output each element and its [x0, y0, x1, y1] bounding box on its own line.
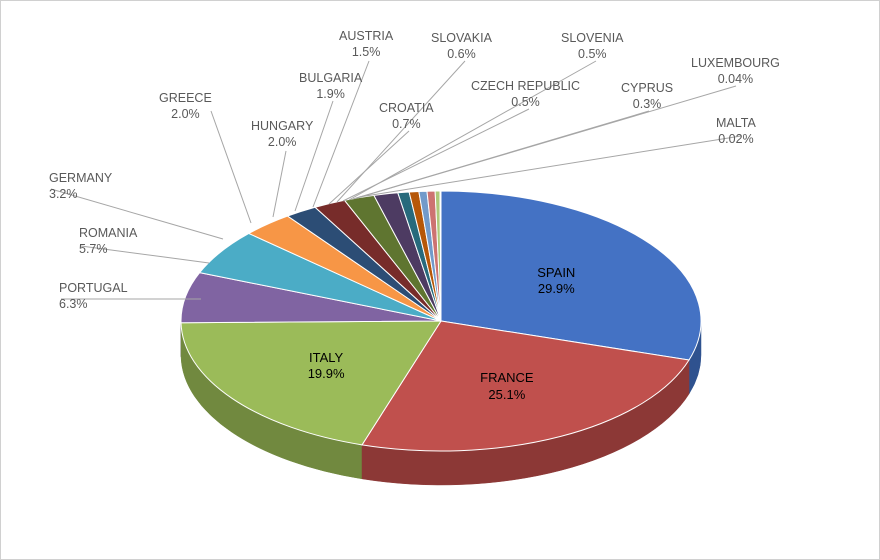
slice-pct: 0.3% — [621, 97, 673, 113]
slice-name: SLOVAKIA — [431, 31, 492, 47]
slice-name: BULGARIA — [299, 71, 362, 87]
slice-pct: 29.9% — [516, 281, 596, 297]
inner-label: SPAIN29.9% — [516, 265, 596, 298]
slice-name: GERMANY — [49, 171, 112, 187]
slice-pct: 0.5% — [471, 95, 580, 111]
slice-pct: 5.7% — [79, 242, 137, 258]
slice-pct: 0.04% — [691, 72, 780, 88]
slice-pct: 19.9% — [286, 366, 366, 382]
outer-label: MALTA0.02% — [716, 116, 756, 147]
inner-label: FRANCE25.1% — [467, 370, 547, 403]
slice-name: LUXEMBOURG — [691, 56, 780, 72]
slice-name: CROATIA — [379, 101, 434, 117]
outer-label: BULGARIA1.9% — [299, 71, 362, 102]
slice-pct: 0.6% — [431, 47, 492, 63]
slice-name: SLOVENIA — [561, 31, 624, 47]
outer-label: GREECE2.0% — [159, 91, 212, 122]
slice-name: HUNGARY — [251, 119, 313, 135]
slice-name: ITALY — [286, 350, 366, 366]
outer-label: ROMANIA5.7% — [79, 226, 137, 257]
outer-label: CYPRUS0.3% — [621, 81, 673, 112]
slice-pct: 2.0% — [251, 135, 313, 151]
slice-name: SPAIN — [516, 265, 596, 281]
slice-name: GREECE — [159, 91, 212, 107]
outer-label: AUSTRIA1.5% — [339, 29, 393, 60]
slice-name: CYPRUS — [621, 81, 673, 97]
outer-label: CROATIA0.7% — [379, 101, 434, 132]
slice-pct: 6.3% — [59, 297, 128, 313]
slice-pct: 3.2% — [49, 187, 112, 203]
slice-name: FRANCE — [467, 370, 547, 386]
outer-label: LUXEMBOURG0.04% — [691, 56, 780, 87]
slice-pct: 0.02% — [716, 132, 756, 148]
slice-name: PORTUGAL — [59, 281, 128, 297]
pie-chart-container: SPAIN29.9% FRANCE25.1% ITALY19.9% PORTUGAL6… — [0, 0, 880, 560]
outer-label: PORTUGAL6.3% — [59, 281, 128, 312]
slice-name: CZECH REPUBLIC — [471, 79, 580, 95]
outer-label: HUNGARY2.0% — [251, 119, 313, 150]
slice-name: MALTA — [716, 116, 756, 132]
slice-pct: 1.5% — [339, 45, 393, 61]
slice-pct: 2.0% — [159, 107, 212, 123]
leader-line — [273, 151, 286, 217]
leader-line — [211, 111, 251, 223]
outer-label: SLOVENIA0.5% — [561, 31, 624, 62]
slice-pct: 0.5% — [561, 47, 624, 63]
leader-line — [359, 136, 741, 197]
outer-label: GERMANY3.2% — [49, 171, 112, 202]
leader-line — [295, 101, 333, 211]
outer-label: CZECH REPUBLIC0.5% — [471, 79, 580, 110]
outer-label: SLOVAKIA0.6% — [431, 31, 492, 62]
inner-label: ITALY19.9% — [286, 350, 366, 383]
slice-pct: 1.9% — [299, 87, 362, 103]
slice-name: AUSTRIA — [339, 29, 393, 45]
slice-name: ROMANIA — [79, 226, 137, 242]
slice-pct: 0.7% — [379, 117, 434, 133]
slice-pct: 25.1% — [467, 387, 547, 403]
